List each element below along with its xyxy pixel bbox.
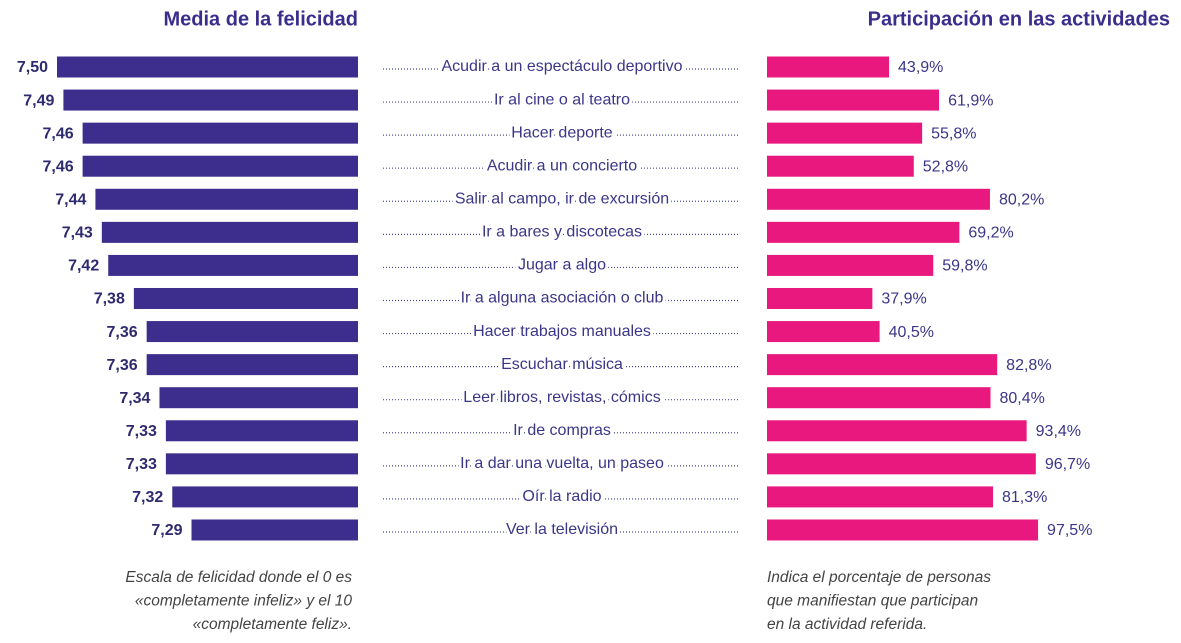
bar — [146, 354, 358, 376]
value-label: 37,9% — [881, 291, 926, 308]
category-label: Acudir a un concierto — [487, 157, 637, 174]
category-label: Ir a bares y discotecas — [482, 224, 642, 241]
value-label: 93,4% — [1036, 423, 1081, 440]
bar — [82, 122, 359, 144]
category-label: Ir al cine o al teatro — [494, 91, 630, 108]
bar — [767, 122, 923, 144]
bar — [767, 254, 934, 276]
value-label: 40,5% — [889, 324, 934, 341]
bar — [101, 221, 359, 243]
bar — [767, 221, 960, 243]
value-label: 80,4% — [1000, 390, 1045, 407]
note: en la actividad referida. — [767, 616, 927, 633]
category-label: Escuchar música — [501, 356, 623, 373]
value-label: 7,36 — [107, 357, 138, 374]
bar — [159, 387, 358, 409]
value-label: 97,5% — [1047, 522, 1092, 539]
note: que manifiestan que participan — [767, 593, 978, 610]
bar — [767, 420, 1027, 442]
bar — [767, 56, 890, 78]
bar — [63, 89, 358, 111]
bar — [172, 486, 358, 508]
value-label: 7,46 — [42, 158, 73, 175]
bar — [767, 287, 873, 309]
category-label: Ver la televisión — [506, 521, 618, 538]
value-label: 96,7% — [1045, 456, 1090, 473]
bar — [57, 56, 358, 78]
right-title: Participación en las actividades — [868, 8, 1170, 30]
bar — [133, 287, 358, 309]
value-label: 7,33 — [126, 423, 157, 440]
note: «completamente feliz». — [193, 616, 352, 633]
category-label: Jugar a algo — [518, 257, 606, 274]
value-label: 55,8% — [931, 125, 976, 142]
bar — [767, 519, 1039, 541]
bar — [95, 188, 358, 210]
value-label: 80,2% — [999, 191, 1044, 208]
value-label: 59,8% — [942, 258, 987, 275]
category-label: Leer libros, revistas, cómics — [463, 389, 660, 406]
value-label: 61,9% — [948, 92, 993, 109]
category-label: Ir de compras — [513, 422, 611, 439]
category-label: Hacer deporte — [511, 124, 612, 141]
category-label: Acudir a un espectáculo deportivo — [441, 58, 682, 75]
category-label: Ir a dar una vuelta, un paseo — [460, 455, 664, 472]
note: «completamente infeliz» y el 10 — [135, 593, 353, 610]
left-title: Media de la felicidad — [163, 8, 358, 30]
category-label: Oír la radio — [522, 488, 601, 505]
bar — [146, 321, 358, 343]
category-label: Salir al campo, ir de excursión — [455, 190, 669, 207]
value-label: 43,9% — [898, 59, 943, 76]
bar — [767, 486, 994, 508]
value-label: 7,32 — [132, 489, 163, 506]
value-label: 7,43 — [62, 225, 93, 242]
bar — [191, 519, 358, 541]
note: Escala de felicidad donde el 0 es — [125, 569, 352, 586]
bar — [767, 321, 880, 343]
value-label: 69,2% — [968, 225, 1013, 242]
bar — [767, 387, 991, 409]
bar — [82, 155, 359, 177]
value-label: 7,36 — [107, 324, 138, 341]
bar — [767, 188, 990, 210]
bar — [767, 155, 914, 177]
value-label: 7,46 — [42, 125, 73, 142]
bar — [767, 453, 1036, 475]
value-label: 7,50 — [17, 59, 48, 76]
bar — [108, 254, 358, 276]
value-label: 52,8% — [923, 158, 968, 175]
category-label: Ir a alguna asociación o club — [461, 290, 664, 307]
value-label: 7,44 — [55, 191, 86, 208]
bar — [165, 453, 358, 475]
note: Indica el porcentaje de personas — [767, 569, 991, 586]
category-label: Hacer trabajos manuales — [473, 323, 651, 340]
bar — [165, 420, 358, 442]
value-label: 7,49 — [23, 92, 54, 109]
value-label: 81,3% — [1002, 489, 1047, 506]
value-label: 7,42 — [68, 258, 99, 275]
bar — [767, 354, 998, 376]
value-label: 7,38 — [94, 291, 125, 308]
value-label: 82,8% — [1006, 357, 1051, 374]
value-label: 7,29 — [151, 522, 182, 539]
value-label: 7,34 — [119, 390, 150, 407]
bar — [767, 89, 940, 111]
value-label: 7,33 — [126, 456, 157, 473]
